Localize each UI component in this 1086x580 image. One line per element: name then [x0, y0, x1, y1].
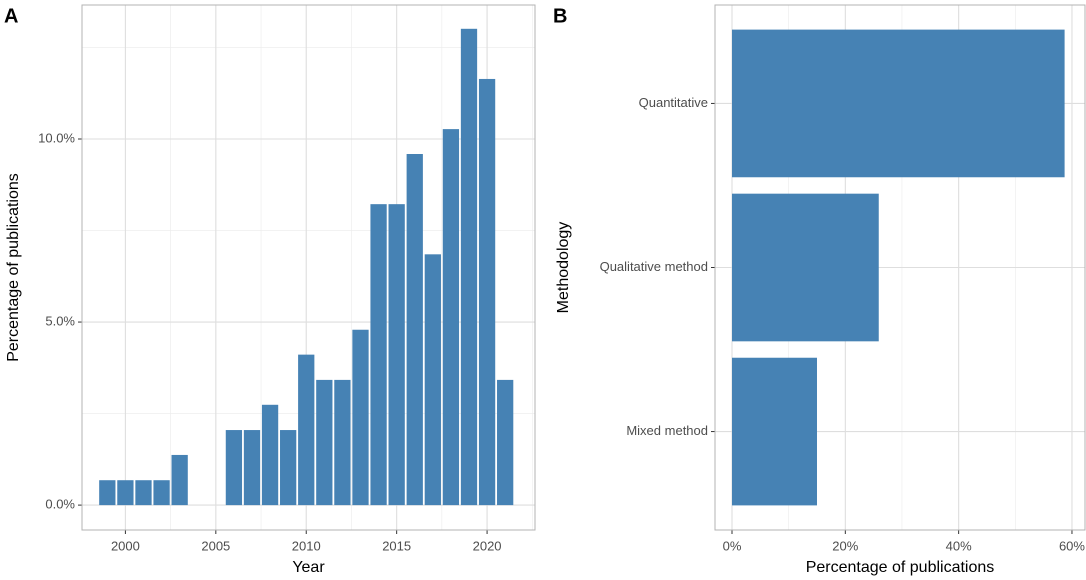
bar — [388, 204, 405, 506]
x-axis-title: Year — [292, 559, 325, 576]
plot-border — [714, 4, 1086, 531]
bar — [117, 480, 134, 506]
bar — [731, 29, 1065, 178]
y-tick-label: Quantitative — [639, 95, 708, 110]
x-tick-label: 2015 — [382, 538, 411, 553]
bar — [280, 430, 297, 506]
bar — [316, 379, 333, 506]
x-tick-label: 2005 — [201, 538, 230, 553]
panel-tag: A — [4, 5, 18, 27]
bar — [406, 154, 423, 506]
bar — [460, 28, 478, 506]
x-tick-label: 0% — [723, 538, 742, 553]
bar — [99, 480, 116, 506]
bar — [478, 78, 496, 506]
bar — [243, 430, 261, 506]
plot-border — [81, 4, 536, 531]
x-tick-label: 60% — [1059, 538, 1085, 553]
bar — [135, 480, 152, 506]
x-tick-label: 2010 — [292, 538, 321, 553]
y-tick-label: Qualitative method — [600, 259, 708, 274]
bar — [334, 379, 351, 506]
y-tick-label: Mixed method — [626, 423, 708, 438]
y-axis-title: Methodology — [555, 222, 572, 314]
bar — [261, 404, 279, 506]
x-tick-label: 2020 — [473, 538, 502, 553]
y-axis-title: Percentage of publications — [5, 173, 22, 362]
panel-tag: B — [553, 5, 567, 27]
bar — [352, 329, 369, 506]
bar — [731, 357, 817, 506]
bar — [497, 379, 514, 506]
bar — [731, 193, 879, 342]
y-tick-label: 5.0% — [45, 313, 75, 328]
bar — [370, 204, 387, 506]
bar — [225, 430, 243, 506]
bar — [171, 454, 188, 506]
x-tick-label: 2000 — [111, 538, 140, 553]
x-tick-label: 20% — [832, 538, 858, 553]
bar — [298, 354, 315, 506]
x-axis-title: Percentage of publications — [806, 559, 995, 576]
y-tick-label: 0.0% — [45, 497, 75, 512]
bar — [442, 129, 460, 506]
y-tick-label: 10.0% — [38, 130, 75, 145]
x-tick-label: 40% — [946, 538, 972, 553]
bar — [424, 254, 441, 506]
bar — [153, 480, 170, 506]
